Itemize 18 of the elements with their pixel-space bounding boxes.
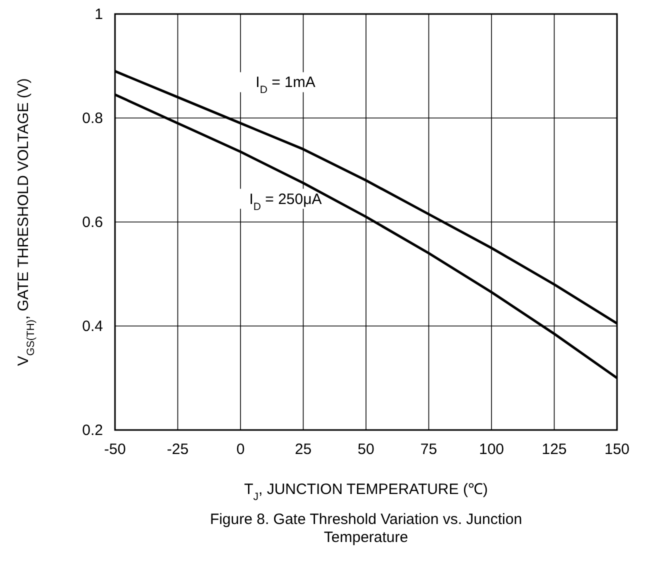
y-tick-label: 0.2 bbox=[82, 422, 103, 439]
x-tick-label: 75 bbox=[420, 441, 438, 458]
x-tick-label: 50 bbox=[358, 441, 374, 458]
x-tick-label: 0 bbox=[236, 441, 245, 458]
y-tick-label: 1 bbox=[94, 6, 103, 23]
y-tick-label: 0.6 bbox=[82, 214, 103, 231]
x-tick-label: 150 bbox=[604, 441, 630, 458]
series-label: I$_{D}$ = 250μA bbox=[249, 190, 322, 213]
x-tick-label: -25 bbox=[166, 441, 189, 458]
caption: Figure 8. Gate Threshold Variation vs. Junction Temperature bbox=[210, 511, 522, 546]
x-tick-label: 25 bbox=[294, 441, 312, 458]
x-tick-label: 125 bbox=[542, 441, 567, 458]
text: I$_{D}$ = 1mA bbox=[256, 74, 316, 96]
x-axis-title: T$_{J}$, JUNCTION TEMPERATURE (℃) bbox=[244, 481, 488, 503]
y-tick-label: 0.8 bbox=[82, 110, 103, 127]
y-tick-label: 0.4 bbox=[82, 318, 103, 335]
x-tick-label: 100 bbox=[478, 441, 504, 458]
x-tick-label: -50 bbox=[104, 441, 126, 458]
